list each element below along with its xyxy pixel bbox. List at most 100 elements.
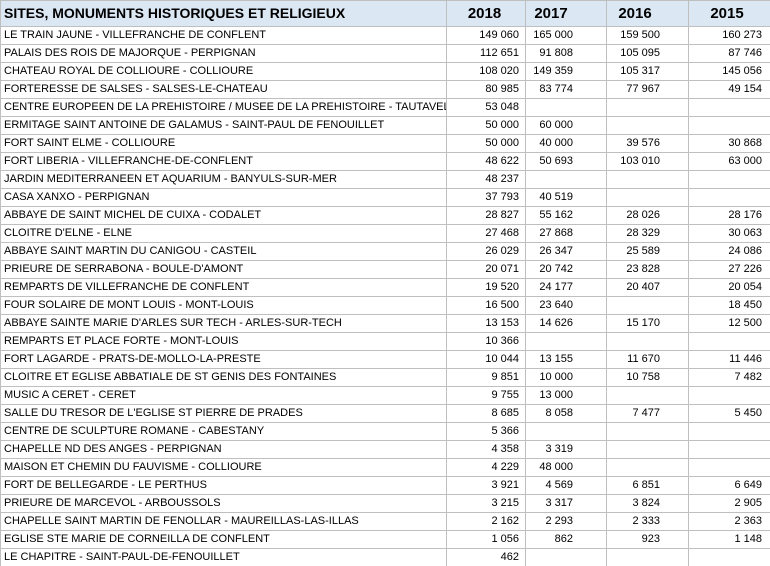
- visitor-count: 2 333: [607, 513, 689, 531]
- visitor-count: 19 520: [447, 279, 526, 297]
- visitor-count: 2 293: [526, 513, 607, 531]
- visitor-count: 15 170: [607, 315, 689, 333]
- visitor-count: 28 026: [607, 207, 689, 225]
- visitor-count: 48 622: [447, 153, 526, 171]
- header-cell: 2018: [447, 1, 526, 27]
- visitor-count: 83 774: [526, 81, 607, 99]
- site-name: PRIEURE DE SERRABONA - BOULE-D'AMONT: [1, 261, 447, 279]
- visitor-count: [607, 297, 689, 315]
- visitor-count: [689, 333, 770, 351]
- site-name: EGLISE STE MARIE DE CORNEILLA DE CONFLEN…: [1, 531, 447, 549]
- visitor-count: 1 148: [689, 531, 770, 549]
- site-name: FOUR SOLAIRE DE MONT LOUIS - MONT-LOUIS: [1, 297, 447, 315]
- site-name: PALAIS DES ROIS DE MAJORQUE - PERPIGNAN: [1, 45, 447, 63]
- visitor-count: 27 226: [689, 261, 770, 279]
- visitor-count: 462: [447, 549, 526, 566]
- visitor-count: [607, 387, 689, 405]
- site-name: CHAPELLE ND DES ANGES - PERPIGNAN: [1, 441, 447, 459]
- visitor-count: 25 589: [607, 243, 689, 261]
- visitor-count: 4 569: [526, 477, 607, 495]
- visitor-count: 50 000: [447, 117, 526, 135]
- visitor-count: 9 755: [447, 387, 526, 405]
- visitor-count: 160 273: [689, 27, 770, 45]
- site-name: PRIEURE DE MARCEVOL - ARBOUSSOLS: [1, 495, 447, 513]
- visitor-count: [689, 441, 770, 459]
- visitor-count: 20 054: [689, 279, 770, 297]
- visitor-count: 50 000: [447, 135, 526, 153]
- site-name: MUSIC A CERET - CERET: [1, 387, 447, 405]
- visitor-count: 11 446: [689, 351, 770, 369]
- visitor-count: 13 153: [447, 315, 526, 333]
- visitor-count: 63 000: [689, 153, 770, 171]
- visitor-count: [689, 99, 770, 117]
- visitor-count: [607, 333, 689, 351]
- visitor-count: [607, 189, 689, 207]
- site-name: CLOITRE ET EGLISE ABBATIALE DE ST GENIS …: [1, 369, 447, 387]
- visitor-count: 862: [526, 531, 607, 549]
- visitor-count: 3 317: [526, 495, 607, 513]
- site-name: REMPARTS ET PLACE FORTE - MONT-LOUIS: [1, 333, 447, 351]
- visitor-count: 28 329: [607, 225, 689, 243]
- visitor-count: 26 029: [447, 243, 526, 261]
- visitor-count: 103 010: [607, 153, 689, 171]
- visitor-count: 8 685: [447, 405, 526, 423]
- visitor-count: 18 450: [689, 297, 770, 315]
- visitor-count: 10 366: [447, 333, 526, 351]
- visitor-count: 39 576: [607, 135, 689, 153]
- visitor-count: 5 366: [447, 423, 526, 441]
- visitor-count: 5 450: [689, 405, 770, 423]
- site-name: FORTERESSE DE SALSES - SALSES-LE-CHATEAU: [1, 81, 447, 99]
- site-name: CHAPELLE SAINT MARTIN DE FENOLLAR - MAUR…: [1, 513, 447, 531]
- visitor-count: 2 162: [447, 513, 526, 531]
- visitor-count: 4 229: [447, 459, 526, 477]
- visitor-count: 105 317: [607, 63, 689, 81]
- site-name: MAISON ET CHEMIN DU FAUVISME - COLLIOURE: [1, 459, 447, 477]
- visitor-count: 28 176: [689, 207, 770, 225]
- visitor-count: 26 347: [526, 243, 607, 261]
- visitor-count: 105 095: [607, 45, 689, 63]
- visitor-count: 1 056: [447, 531, 526, 549]
- visitor-count: 923: [607, 531, 689, 549]
- visitor-count: 60 000: [526, 117, 607, 135]
- visitor-count: [526, 333, 607, 351]
- visitor-count: 91 808: [526, 45, 607, 63]
- visitor-count: 55 162: [526, 207, 607, 225]
- visitor-count: 50 693: [526, 153, 607, 171]
- visitor-count: [607, 171, 689, 189]
- visitor-count: 10 044: [447, 351, 526, 369]
- visitor-count: 4 358: [447, 441, 526, 459]
- visitor-count: 27 868: [526, 225, 607, 243]
- header-cell: SITES, MONUMENTS HISTORIQUES ET RELIGIEU…: [1, 1, 447, 27]
- visitor-count: 159 500: [607, 27, 689, 45]
- visitor-count: 20 407: [607, 279, 689, 297]
- visitor-count: 12 500: [689, 315, 770, 333]
- visitor-count: [526, 549, 607, 566]
- header-cell: 2015: [689, 1, 770, 27]
- visitor-count: 108 020: [447, 63, 526, 81]
- site-name: ERMITAGE SAINT ANTOINE DE GALAMUS - SAIN…: [1, 117, 447, 135]
- visitor-count: 2 363: [689, 513, 770, 531]
- site-name: FORT LIBERIA - VILLEFRANCHE-DE-CONFLENT: [1, 153, 447, 171]
- site-name: CLOITRE D'ELNE - ELNE: [1, 225, 447, 243]
- visitor-count: [689, 387, 770, 405]
- visitor-count: 24 177: [526, 279, 607, 297]
- site-name: LE TRAIN JAUNE - VILLEFRANCHE DE CONFLEN…: [1, 27, 447, 45]
- visitor-count: 112 651: [447, 45, 526, 63]
- header-cell: 2016: [607, 1, 689, 27]
- visitor-count: 11 670: [607, 351, 689, 369]
- visitor-count: [689, 171, 770, 189]
- visitor-count: [526, 171, 607, 189]
- site-name: FORT LAGARDE - PRATS-DE-MOLLO-LA-PRESTE: [1, 351, 447, 369]
- visitor-count: 87 746: [689, 45, 770, 63]
- visitor-count: 28 827: [447, 207, 526, 225]
- site-name: LE CHAPITRE - SAINT-PAUL-DE-FENOUILLET: [1, 549, 447, 566]
- visitor-count: 165 000: [526, 27, 607, 45]
- visitor-count: 77 967: [607, 81, 689, 99]
- visitor-count: 30 868: [689, 135, 770, 153]
- visitor-count: 30 063: [689, 225, 770, 243]
- visitor-count: 7 482: [689, 369, 770, 387]
- visitor-count: 149 359: [526, 63, 607, 81]
- visitor-count: 48 000: [526, 459, 607, 477]
- visitor-count: [607, 117, 689, 135]
